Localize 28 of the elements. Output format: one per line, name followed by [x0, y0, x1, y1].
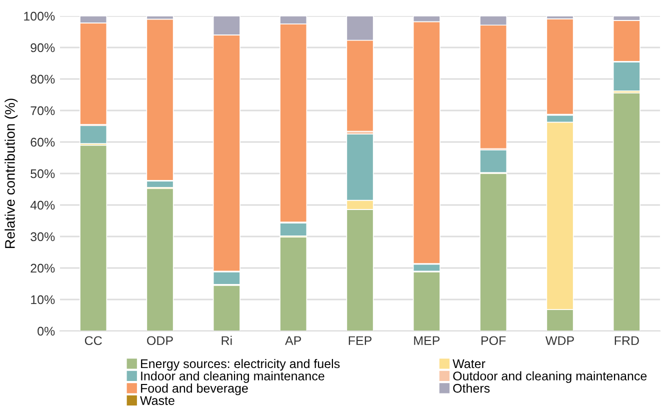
legend-label: Waste	[140, 396, 174, 405]
y-tick-label: 80%	[30, 74, 55, 84]
x-tick-label: FRD	[614, 336, 639, 345]
x-tick-label: CC	[84, 336, 102, 346]
y-tick-label: 100%	[24, 12, 55, 21]
legend-label: Food and beverage	[141, 384, 248, 396]
y-tick-label: 70%	[30, 106, 55, 116]
y-tick-label: 20%	[30, 264, 55, 273]
legend-label: Outdoor and cleaning maintenance	[453, 371, 647, 383]
x-tick-label: MEP	[414, 336, 440, 345]
x-tick-label: POF	[482, 336, 506, 346]
legend-label: Others	[453, 384, 490, 393]
legend-label: Energy sources: electricity and fuels	[141, 358, 340, 371]
x-tick-label: AP	[285, 336, 302, 345]
y-tick-label: 40%	[30, 200, 55, 210]
x-tick-label: ODP	[147, 336, 173, 346]
y-tick-label: 0%	[38, 326, 55, 336]
y-tick-label: 30%	[30, 232, 55, 242]
y-tick-label: 10%	[31, 295, 55, 304]
y-tick-label: 50%	[30, 169, 55, 178]
legend-label: Water	[452, 359, 486, 368]
x-tick-label: WDP	[545, 336, 574, 345]
x-tick-label: FEP	[348, 336, 372, 345]
y-tick-label: 90%	[30, 43, 55, 52]
legend-label: Indoor and cleaning maintenance	[141, 371, 324, 383]
y-axis-title: Relative contribution (%)	[4, 98, 18, 248]
x-tick-label: Ri	[222, 336, 232, 345]
y-tick-label: 60%	[30, 138, 55, 147]
